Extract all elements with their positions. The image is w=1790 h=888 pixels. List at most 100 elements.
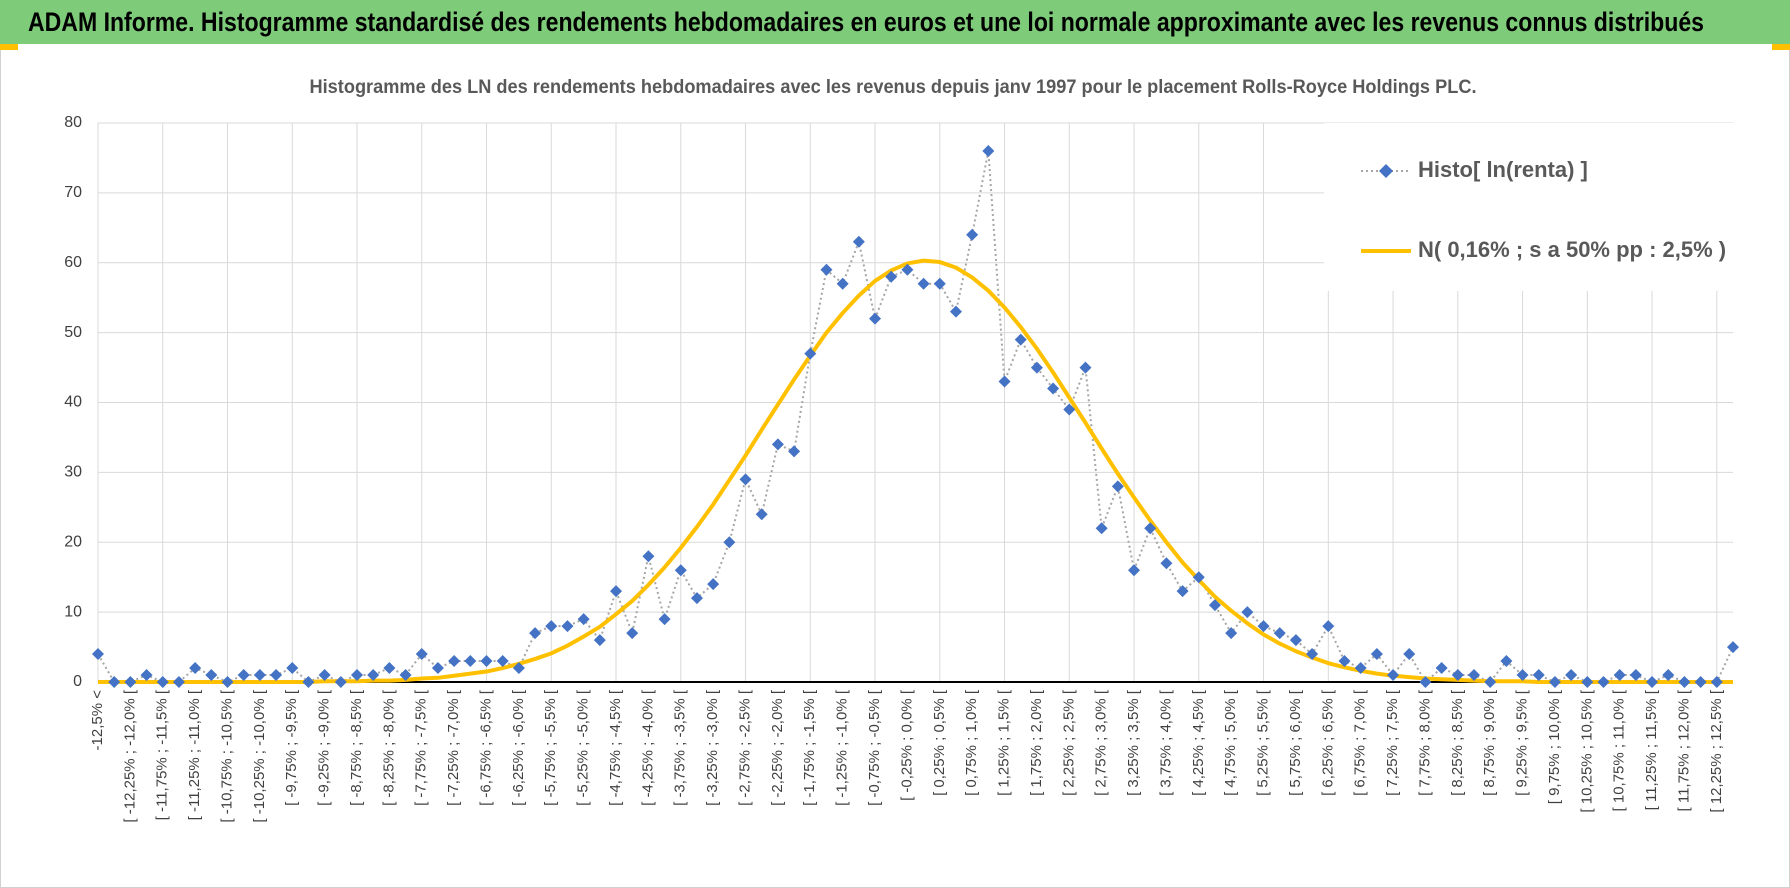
data-point bbox=[917, 277, 930, 290]
data-point bbox=[399, 669, 412, 682]
header-bar bbox=[0, 0, 1790, 44]
x-tick-label: [ 2,25% ; 2,5% [ bbox=[1060, 689, 1077, 796]
x-tick-label: [ 6,25% ; 6,5% [ bbox=[1319, 689, 1336, 796]
corner bbox=[1772, 44, 1790, 50]
x-tick-label: [ 11,25% ; 11,5% [ bbox=[1643, 689, 1660, 810]
x-tick-label: [ 1,25% ; 1,5% [ bbox=[996, 689, 1013, 796]
x-tick-label: [ -9,25% ; -9,0% [ bbox=[316, 689, 333, 806]
data-point bbox=[755, 508, 768, 521]
data-point bbox=[593, 634, 606, 647]
x-tick-label: [ -12,25% ; -12,0% [ bbox=[121, 689, 138, 822]
data-point bbox=[1370, 648, 1383, 661]
x-tick-label: [ -3,25% ; -3,0% [ bbox=[704, 689, 721, 806]
x-tick-label: [ 6,75% ; 7,0% [ bbox=[1352, 689, 1369, 796]
data-point bbox=[318, 669, 331, 682]
data-point bbox=[1548, 676, 1561, 688]
y-tick-label: 20 bbox=[64, 533, 82, 550]
legend-marker bbox=[1379, 164, 1393, 178]
x-tick-label: [ 8,25% ; 8,5% [ bbox=[1449, 689, 1466, 796]
y-tick-label: 60 bbox=[64, 254, 82, 271]
data-point bbox=[1111, 480, 1124, 493]
data-point bbox=[1047, 382, 1060, 395]
x-tick-label: [ -8,25% ; -8,0% [ bbox=[380, 689, 397, 806]
data-point bbox=[836, 277, 849, 290]
data-point bbox=[820, 263, 833, 276]
data-point bbox=[351, 669, 364, 682]
data-point bbox=[1581, 676, 1594, 688]
data-point bbox=[1467, 669, 1480, 682]
x-tick-label: [ 0,25% ; 0,5% [ bbox=[931, 689, 948, 796]
data-point bbox=[415, 648, 428, 661]
data-point bbox=[1727, 641, 1739, 654]
data-point bbox=[1289, 634, 1302, 647]
data-point bbox=[1451, 669, 1464, 682]
chart-title: Histogramme des LN des rendements hebdom… bbox=[310, 77, 1477, 98]
data-point bbox=[1646, 676, 1659, 688]
data-point bbox=[140, 669, 153, 682]
data-point bbox=[949, 305, 962, 318]
data-point bbox=[610, 585, 623, 598]
y-tick-label: 50 bbox=[64, 324, 82, 341]
data-point bbox=[1095, 522, 1108, 535]
data-point bbox=[1306, 648, 1319, 661]
data-point bbox=[690, 592, 703, 605]
data-point bbox=[1030, 361, 1043, 374]
x-tick-label: [ 7,25% ; 7,5% [ bbox=[1384, 689, 1401, 796]
data-point bbox=[1403, 648, 1416, 661]
data-point bbox=[1662, 669, 1675, 682]
data-point bbox=[1160, 557, 1173, 570]
x-tick-label: [ -2,25% ; -2,0% [ bbox=[769, 689, 786, 806]
x-tick-label: [ -7,75% ; -7,5% [ bbox=[413, 689, 430, 806]
data-point bbox=[1387, 669, 1400, 682]
x-tick-label: [ -0,75% ; -0,5% [ bbox=[866, 689, 883, 806]
data-point bbox=[723, 536, 736, 549]
data-point bbox=[253, 669, 266, 682]
corner bbox=[0, 44, 18, 50]
y-tick-label: 0 bbox=[73, 673, 82, 690]
legend-box bbox=[1324, 123, 1735, 291]
x-tick-label: [ -4,25% ; -4,0% [ bbox=[639, 689, 656, 806]
data-point bbox=[885, 270, 898, 283]
data-point bbox=[1208, 599, 1221, 612]
data-point bbox=[270, 669, 283, 682]
data-point bbox=[658, 613, 671, 626]
data-point bbox=[92, 648, 104, 661]
data-point bbox=[480, 655, 493, 668]
x-tick-label: [ -9,75% ; -9,5% [ bbox=[283, 689, 300, 806]
data-point bbox=[1354, 662, 1367, 675]
data-point bbox=[804, 347, 817, 360]
data-point bbox=[1014, 333, 1027, 346]
data-point bbox=[1500, 655, 1513, 668]
data-point bbox=[1063, 403, 1076, 416]
data-point bbox=[1257, 620, 1270, 633]
data-point bbox=[982, 144, 995, 157]
x-tick-label: [ 4,75% ; 5,0% [ bbox=[1222, 689, 1239, 796]
x-tick-label: [ -11,75% ; -11,5% [ bbox=[154, 689, 171, 820]
x-tick-label: [ 8,75% ; 9,0% [ bbox=[1481, 689, 1498, 796]
x-tick-label: [ -1,75% ; -1,5% [ bbox=[801, 689, 818, 806]
x-tick-label: [ -11,25% ; -11,0% [ bbox=[186, 689, 203, 820]
data-point bbox=[334, 676, 347, 688]
data-point bbox=[545, 620, 558, 633]
data-point bbox=[966, 228, 979, 241]
data-point bbox=[577, 613, 590, 626]
data-point bbox=[1128, 564, 1141, 577]
data-point bbox=[496, 655, 509, 668]
data-point bbox=[302, 676, 315, 688]
data-point bbox=[1079, 361, 1092, 374]
data-point bbox=[172, 676, 185, 688]
data-point bbox=[1694, 676, 1707, 688]
x-tick-label: -12,5% < bbox=[89, 690, 106, 751]
data-point bbox=[1176, 585, 1189, 598]
y-tick-label: 70 bbox=[64, 184, 82, 201]
x-tick-label: [ 2,75% ; 3,0% [ bbox=[1093, 689, 1110, 796]
x-tick-label: [ 10,75% ; 11,0% [ bbox=[1611, 689, 1628, 811]
data-point bbox=[1613, 669, 1626, 682]
data-point bbox=[707, 578, 720, 591]
legend-label: Histo[ ln(renta) ] bbox=[1418, 157, 1588, 182]
data-point bbox=[626, 627, 639, 640]
data-point bbox=[561, 620, 574, 633]
data-point bbox=[108, 676, 121, 688]
y-tick-label: 40 bbox=[64, 394, 82, 411]
